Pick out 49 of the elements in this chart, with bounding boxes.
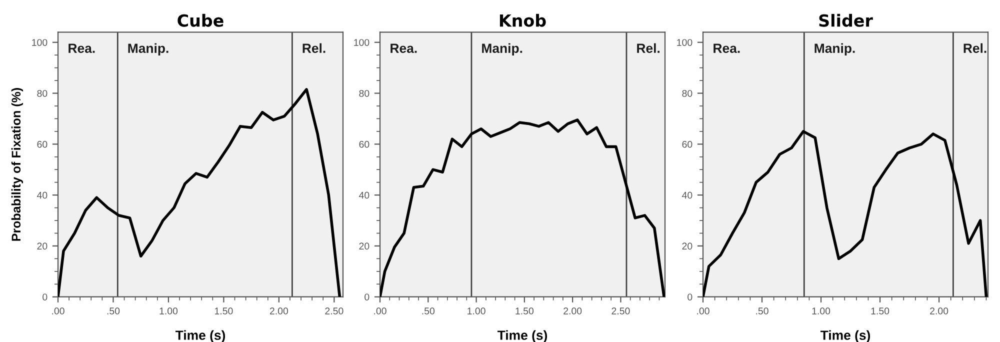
y-tick-label: 60 — [682, 140, 692, 148]
y-tick-label: 0 — [364, 294, 370, 300]
band-label: Rea. — [390, 44, 417, 53]
x-tick-label: 1.50 — [871, 308, 890, 314]
y-tick-label: 60 — [37, 140, 48, 148]
y-tick-label: 80 — [359, 90, 370, 97]
y-tick-label: 80 — [37, 90, 48, 97]
band-label: Rel. — [302, 43, 326, 53]
x-tick-label: .00 — [374, 308, 386, 314]
y-tick-label: 0 — [688, 294, 692, 300]
y-tick-label: 60 — [359, 140, 370, 148]
band-label: Rea. — [68, 44, 95, 53]
x-tick-label: 1.50 — [214, 308, 233, 314]
x-tick-label: .50 — [756, 308, 768, 314]
y-tick-label: 80 — [682, 90, 692, 97]
x-tick-label: .50 — [107, 308, 120, 314]
y-tick-label: 100 — [677, 39, 692, 46]
x-tick-label: 1.00 — [812, 308, 830, 314]
band-label: Manip. — [814, 43, 855, 56]
y-tick-label: 20 — [359, 242, 370, 250]
x-tick-label: 2.00 — [564, 308, 582, 314]
x-tick-label: 2.50 — [325, 308, 344, 314]
y-tick-label: 100 — [354, 39, 370, 46]
line-series — [58, 88, 342, 297]
band-label: Rel. — [964, 43, 986, 53]
chart-title: Slider — [819, 14, 873, 27]
y-axis-title: Probability of Fixation (%) — [11, 88, 24, 241]
y-tick-label: 0 — [42, 294, 48, 300]
band-label: Manip. — [482, 43, 522, 56]
band-label: Rea. — [714, 44, 740, 53]
y-tick-label: 40 — [358, 192, 370, 199]
y-tick-label: 40 — [682, 192, 692, 199]
x-tick-label: .00 — [697, 308, 710, 314]
x-tick-label: 2.50 — [612, 308, 630, 314]
band-label: Rel. — [637, 43, 660, 53]
x-tick-label: 2.00 — [270, 308, 288, 314]
x-tick-label: .00 — [52, 308, 64, 314]
x-tick-label: 1.00 — [160, 308, 178, 314]
x-tick-label: .50 — [422, 308, 435, 314]
band-label: Manip. — [128, 43, 168, 56]
y-tick-label: 100 — [32, 39, 48, 46]
x-tick-label: 2.00 — [930, 308, 948, 314]
x-tick-label: 1.50 — [516, 308, 534, 314]
chart-title: Knob — [500, 14, 546, 27]
y-tick-label: 40 — [36, 192, 48, 199]
x-tick-label: 1.00 — [468, 308, 486, 314]
y-tick-label: 20 — [37, 242, 48, 250]
y-tick-label: 20 — [682, 242, 692, 250]
chart-title: Cube — [178, 14, 224, 27]
